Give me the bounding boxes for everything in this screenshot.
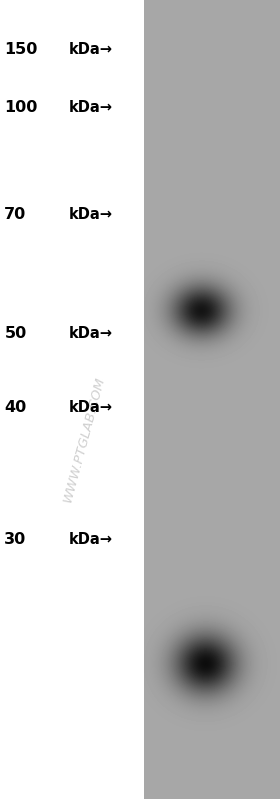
- Text: 50: 50: [4, 327, 27, 341]
- Text: WWW.PTGLAB.COM: WWW.PTGLAB.COM: [60, 375, 107, 504]
- Text: 30: 30: [4, 532, 27, 547]
- Text: 40: 40: [4, 400, 27, 415]
- Text: 150: 150: [4, 42, 38, 57]
- Text: kDa→: kDa→: [69, 42, 113, 57]
- Text: kDa→: kDa→: [69, 101, 113, 115]
- Text: kDa→: kDa→: [69, 327, 113, 341]
- Text: kDa→: kDa→: [69, 400, 113, 415]
- Text: 100: 100: [4, 101, 38, 115]
- Text: 70: 70: [4, 207, 27, 221]
- Text: kDa→: kDa→: [69, 207, 113, 221]
- Text: kDa→: kDa→: [69, 532, 113, 547]
